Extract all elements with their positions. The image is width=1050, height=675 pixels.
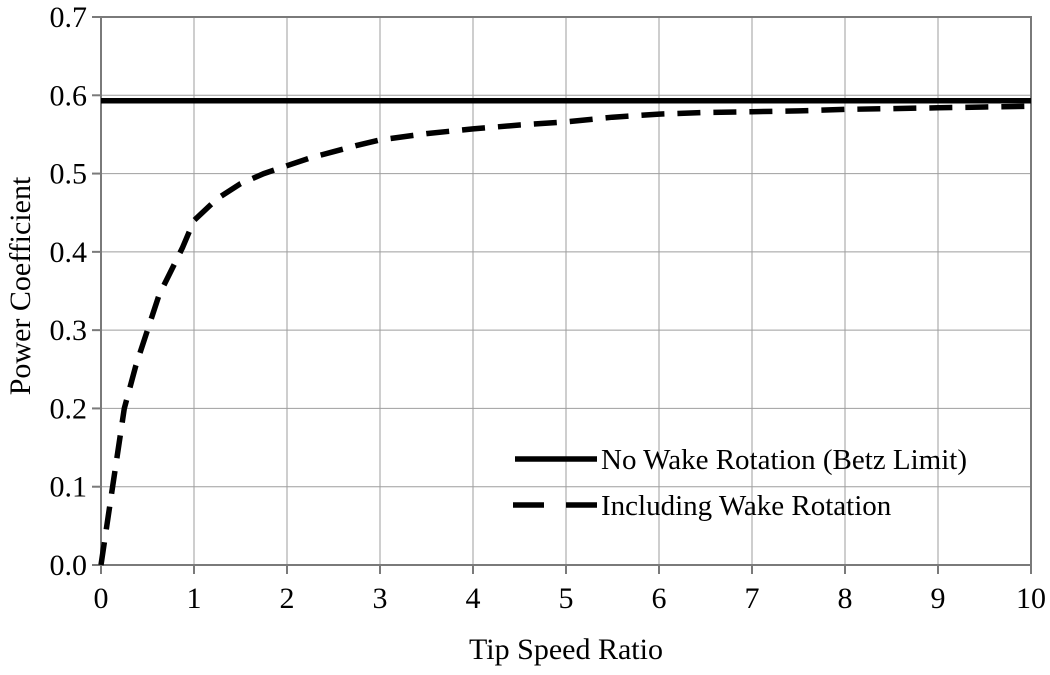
gridlines <box>101 17 1031 565</box>
x-tick-label: 10 <box>1016 582 1046 615</box>
x-tick-label: 0 <box>94 582 109 615</box>
x-tick-label: 5 <box>559 582 574 615</box>
y-tick-label: 0.6 <box>50 79 88 112</box>
x-tick-label: 1 <box>187 582 202 615</box>
y-tick-label: 0.2 <box>50 392 88 425</box>
x-tick-label: 8 <box>838 582 853 615</box>
y-tick-label: 0.7 <box>50 1 88 34</box>
including-wake-rotation-curve <box>98 103 1032 566</box>
axis-ticks <box>92 16 1032 574</box>
x-tick-label: 6 <box>652 582 667 615</box>
x-tick-label: 7 <box>745 582 760 615</box>
x-axis-title: Tip Speed Ratio <box>469 633 663 666</box>
x-tick-label: 2 <box>280 582 295 615</box>
x-tick-label: 4 <box>466 582 481 615</box>
y-tick-label: 0.4 <box>50 236 88 269</box>
y-tick-label: 0.1 <box>50 471 88 504</box>
y-tick-label: 0.3 <box>50 314 88 347</box>
legend-label-no-wake-rotation: No Wake Rotation (Betz Limit) <box>601 444 967 476</box>
legend-label-including-wake-rotation: Including Wake Rotation <box>601 490 892 522</box>
data-series <box>98 98 1032 566</box>
y-tick-label: 0.5 <box>50 158 88 191</box>
legend: No Wake Rotation (Betz Limit) Including … <box>513 444 967 522</box>
x-tick-label: 3 <box>373 582 388 615</box>
x-tick-label: 9 <box>931 582 946 615</box>
tick-labels: 0 1 2 3 4 5 6 7 8 9 10 0.0 0.1 0.2 0.3 0.4 0.5 0.6 0.7 <box>50 1 1047 615</box>
y-axis-title: Power Coefficient <box>4 176 37 395</box>
y-tick-label: 0.0 <box>50 549 88 582</box>
